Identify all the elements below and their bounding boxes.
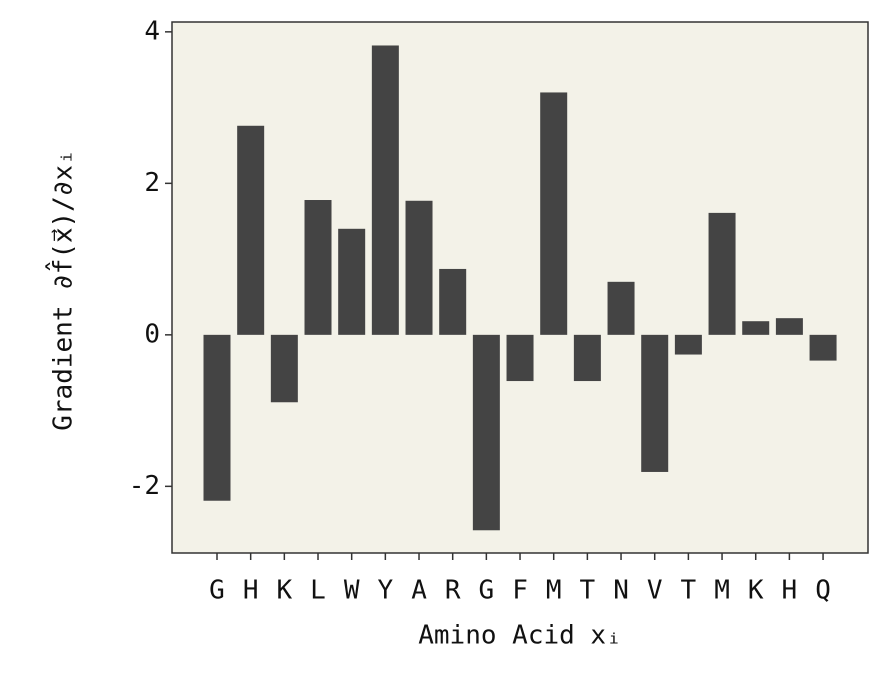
x-tick-label: L: [310, 576, 326, 606]
bar: [607, 281, 635, 335]
bar: [405, 200, 433, 335]
bar: [775, 318, 803, 335]
bar: [371, 45, 399, 335]
x-tick-label: G: [479, 576, 495, 606]
bar: [708, 212, 736, 335]
x-tick-label: K: [277, 576, 293, 606]
y-tick-label: -2: [129, 471, 160, 501]
x-tick-label: H: [782, 576, 798, 606]
bar: [674, 334, 702, 355]
x-tick-label: G: [209, 576, 225, 606]
x-tick-label: Y: [378, 576, 394, 606]
bar: [540, 92, 568, 335]
bar: [237, 125, 265, 335]
bar: [304, 200, 332, 335]
y-axis-label: Gradient ∂f̂(x⃗)/∂xᵢ: [44, 149, 79, 431]
x-tick-label: M: [714, 576, 730, 606]
x-tick-label: H: [243, 576, 259, 606]
y-tick-label: 0: [144, 319, 160, 349]
y-tick-label: 2: [144, 168, 160, 198]
x-tick-label: R: [445, 576, 461, 606]
x-tick-label: N: [613, 576, 629, 606]
x-tick-label: T: [580, 576, 596, 606]
bar: [809, 334, 837, 361]
bar: [506, 334, 534, 382]
bar: [439, 268, 467, 335]
plot-area: [171, 21, 869, 554]
bar: [641, 334, 669, 472]
x-tick-label: M: [546, 576, 562, 606]
x-tick-label: K: [748, 576, 764, 606]
bar: [742, 321, 770, 335]
x-tick-label: Q: [815, 576, 831, 606]
bar: [338, 228, 366, 335]
x-tick-label: T: [681, 576, 697, 606]
bar: [270, 334, 298, 403]
x-tick-label: A: [411, 576, 427, 606]
bar: [472, 334, 500, 531]
x-tick-label: V: [647, 576, 663, 606]
bar: [203, 334, 231, 501]
bar: [573, 334, 601, 382]
x-axis-label: Amino Acid xᵢ: [418, 621, 622, 651]
x-tick-label: F: [512, 576, 528, 606]
y-tick-label: 4: [144, 16, 160, 46]
x-tick-label: W: [344, 576, 360, 606]
